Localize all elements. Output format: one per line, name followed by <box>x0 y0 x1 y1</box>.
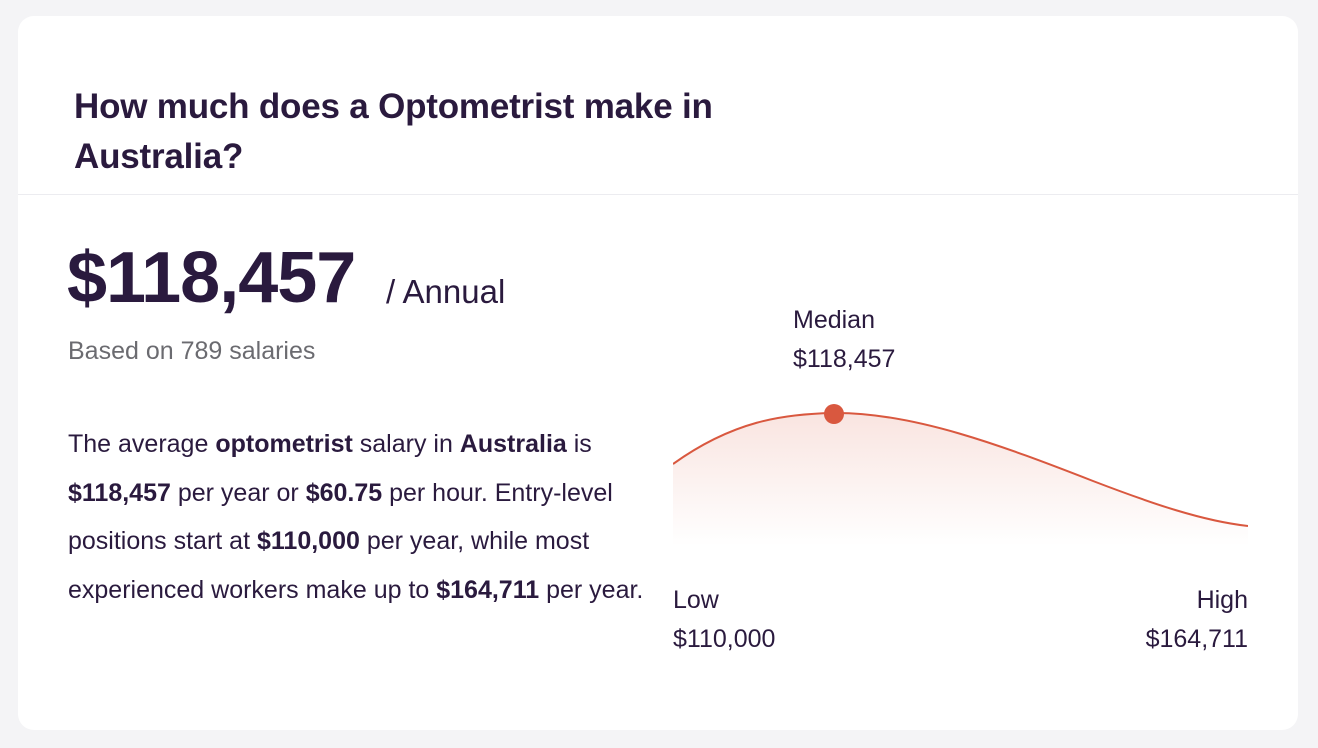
salary-distribution-chart: Median $118,457 Low $110,000 High $164,7… <box>673 296 1248 666</box>
salary-period: / Annual <box>386 273 506 310</box>
summary-text: per year. <box>539 575 644 604</box>
salary-card: How much does a Optometrist make in Aust… <box>18 16 1298 730</box>
low-label: Low <box>673 586 719 614</box>
summary-text: per year or <box>170 478 306 507</box>
median-marker <box>824 404 844 424</box>
high-label: High <box>1196 586 1248 614</box>
summary-job: optometrist <box>215 430 353 458</box>
salary-summary: The average optometrist salary in Austra… <box>68 420 658 614</box>
median-value: $118,457 <box>793 345 896 373</box>
summary-entry: $110,000 <box>256 527 360 555</box>
distribution-area <box>673 412 1248 546</box>
salary-count: Based on 789 salaries <box>68 337 316 365</box>
distribution-curve-graphic <box>673 404 1248 546</box>
summary-text: The average <box>68 430 216 458</box>
card-header: How much does a Optometrist make in Aust… <box>18 16 1298 195</box>
summary-text: per year, while most experienced workers… <box>68 527 590 604</box>
summary-top: $164,711 <box>436 575 540 604</box>
median-label: Median <box>793 306 875 334</box>
summary-location: Australia <box>459 430 567 458</box>
summary-hourly: $60.75 <box>305 478 383 507</box>
low-value: $110,000 <box>673 625 776 653</box>
summary-text: salary in <box>352 430 460 458</box>
distribution-line <box>673 411 1248 527</box>
summary-annual: $118,457 <box>68 478 171 507</box>
summary-text: per hour. Entry-level positions start at <box>68 478 613 556</box>
high-value: $164,711 <box>1145 625 1248 653</box>
salary-amount: $118,457 <box>67 238 356 318</box>
summary-text: is <box>566 430 592 458</box>
page-title: How much does a Optometrist make in Aust… <box>74 87 713 176</box>
